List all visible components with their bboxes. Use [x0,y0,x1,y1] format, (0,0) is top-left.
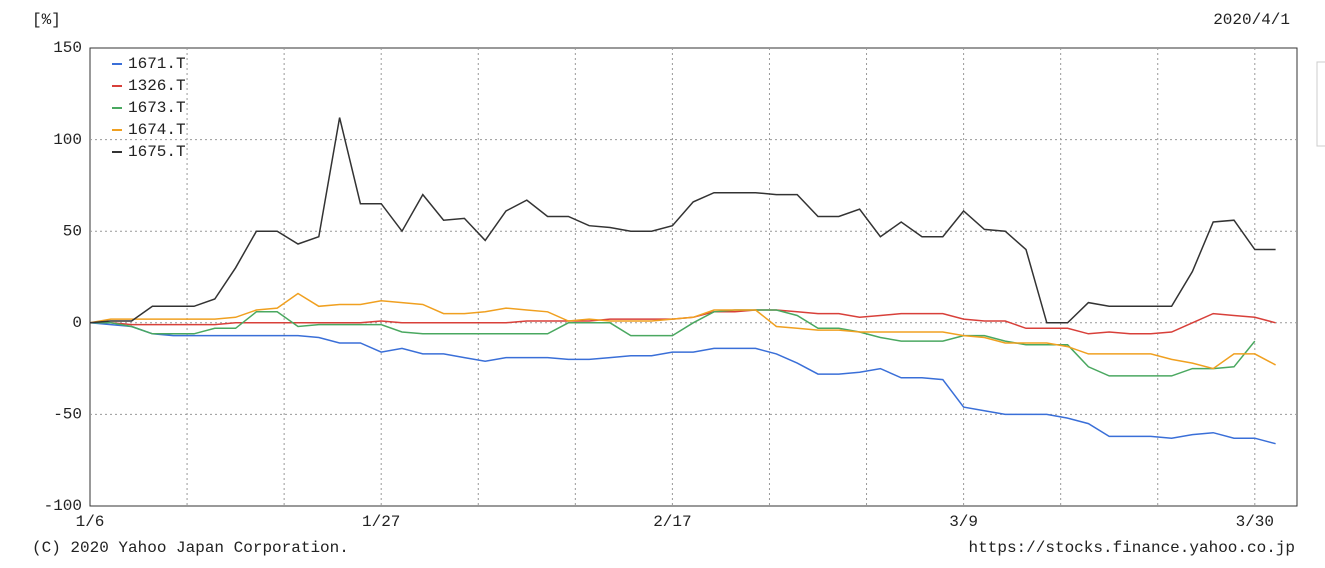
legend-label: 1675.T [128,143,186,161]
date-label: 2020/4/1 [1213,11,1290,29]
y-tick-label: -100 [44,497,82,515]
y-unit-label: [%] [32,11,61,29]
copyright: (C) 2020 Yahoo Japan Corporation. [32,539,349,557]
plot-area [89,47,1298,507]
legend-label: 1326.T [128,77,186,95]
y-tick-label: 150 [53,39,82,57]
y-tick-label: 0 [72,314,82,332]
series-line [89,322,1276,445]
y-tick-label: -50 [53,406,82,424]
series-line [89,292,1276,370]
x-tick-label: 3/9 [949,513,978,531]
x-tick-label: 1/6 [76,513,105,531]
x-tick-label: 1/27 [362,513,400,531]
legend-label: 1674.T [128,121,186,139]
x-tick-label: 3/30 [1236,513,1274,531]
legend-label: 1673.T [128,99,186,117]
series-line [89,117,1276,324]
x-tick-label: 2/17 [653,513,691,531]
y-tick-label: 50 [63,222,82,240]
y-tick-label: 100 [53,131,82,149]
side-widget [1316,61,1325,147]
legend-label: 1671.T [128,55,186,73]
source-url: https://stocks.finance.yahoo.co.jp [969,539,1295,557]
